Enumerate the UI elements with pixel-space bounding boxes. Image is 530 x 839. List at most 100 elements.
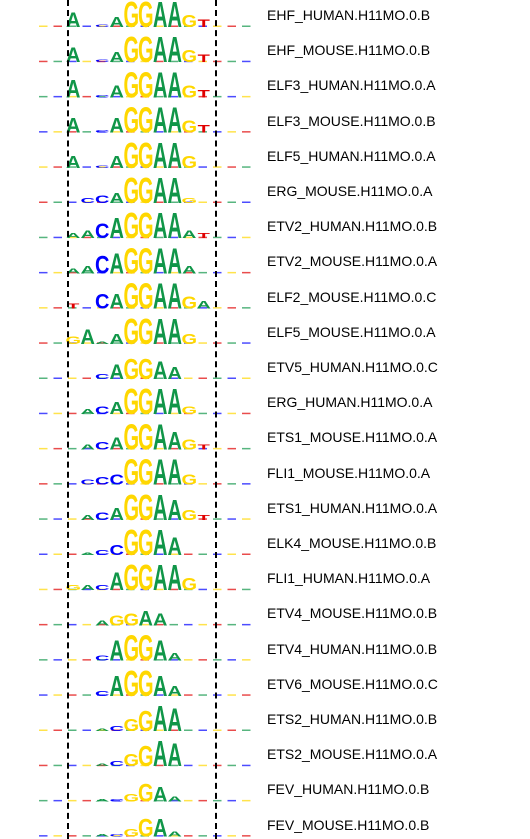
low-info-mark [184,307,193,309]
low-info-mark [169,236,178,239]
low-info-mark [213,694,222,696]
low-info-mark [242,729,251,731]
logo-letter: A [168,383,182,423]
low-info-mark [126,25,135,27]
low-info-mark [82,729,91,731]
logo-letter: A [110,14,125,30]
logo-letter: T [198,443,211,451]
low-info-mark [169,95,178,98]
low-info-mark [82,201,91,203]
low-info-mark [140,60,149,63]
logo-letter: C [95,130,109,134]
logo-letter: G [181,293,197,313]
motif-logo: A C GG A A [39,813,251,839]
logo-letter: C [110,725,125,733]
low-info-mark [184,166,193,168]
logo-letter: A [153,524,167,564]
low-info-mark [198,307,207,309]
logo-letter: A [168,207,182,247]
low-info-mark [111,835,120,837]
logo-letter: G [123,630,139,670]
logo-letter: G [138,524,154,564]
low-info-mark [97,483,106,485]
low-info-mark [68,236,77,239]
low-info-mark [213,131,222,133]
logo-letter: C [95,250,109,279]
low-info-mark [184,518,193,520]
low-info-mark [126,659,135,661]
low-info-mark [82,377,91,379]
logo-letter: G [123,419,139,459]
low-info-mark [111,377,120,379]
low-info-mark [242,764,251,767]
low-info-mark [227,835,236,837]
low-info-mark [82,236,91,239]
low-info-mark [126,588,135,591]
low-info-mark [53,342,62,344]
logo-letter: G [181,331,197,347]
low-info-mark [39,95,48,98]
low-info-mark [97,659,106,661]
low-info-mark [184,25,193,27]
low-info-mark [126,201,135,203]
left-boundary-guide [67,0,69,839]
low-info-mark [111,236,120,239]
logo-letter: A [81,514,96,522]
low-info-mark [242,342,251,344]
low-info-mark [126,518,135,520]
logo-letter: G [138,137,154,177]
low-info-mark [140,659,149,661]
logo-letter: A [95,728,109,732]
low-info-mark [126,342,135,344]
logo-letter: C [95,165,109,169]
low-info-mark [227,694,236,696]
low-info-mark [82,659,91,661]
low-info-mark [198,236,207,239]
low-info-mark [140,131,149,133]
motif-label: ELF5_HUMAN.H11MO.0.A [267,147,436,164]
low-info-mark [126,764,135,767]
logo-letter: C [95,373,110,381]
low-info-mark [126,835,135,837]
logo-letter: G [123,454,139,494]
low-info-mark [39,588,48,591]
low-info-mark [68,271,77,274]
low-info-mark [184,623,193,626]
low-info-mark [242,307,251,309]
low-info-mark [227,131,236,133]
logo-letter: T [198,232,211,240]
low-info-mark [140,764,149,767]
logo-letter: A [66,267,81,275]
logo-letter: A [110,360,124,384]
logo-letter: A [110,190,125,206]
low-info-mark [111,518,120,520]
logo-letter: G [123,0,139,36]
logo-letter: G [123,559,139,599]
low-info-mark [227,518,236,520]
low-info-mark [227,553,236,555]
low-info-mark [169,307,178,309]
logo-letter: G [123,716,139,736]
low-info-mark [68,799,77,802]
motif-label: ETV4_MOUSE.H11MO.0.B [267,605,438,622]
low-info-mark [97,95,106,98]
low-info-mark [242,95,251,98]
low-info-mark [184,95,193,98]
low-info-mark [184,764,193,767]
logo-letter: A [153,313,167,353]
logo-letter: A [153,559,167,599]
low-info-mark [82,25,91,27]
motif-label: FLI1_MOUSE.H11MO.0.A [267,464,431,481]
low-info-mark [53,447,62,450]
low-info-mark [68,483,77,485]
logo-letter: A [110,82,125,102]
low-info-mark [111,694,120,696]
motif-logo: A C A GG A A G T [39,102,251,141]
low-info-mark [39,694,48,696]
low-info-mark [198,553,207,555]
logo-letter: A [197,299,212,311]
logo-letter: G [181,471,197,487]
low-info-mark [213,307,222,309]
low-info-mark [53,518,62,520]
logo-letter: G [181,197,197,205]
